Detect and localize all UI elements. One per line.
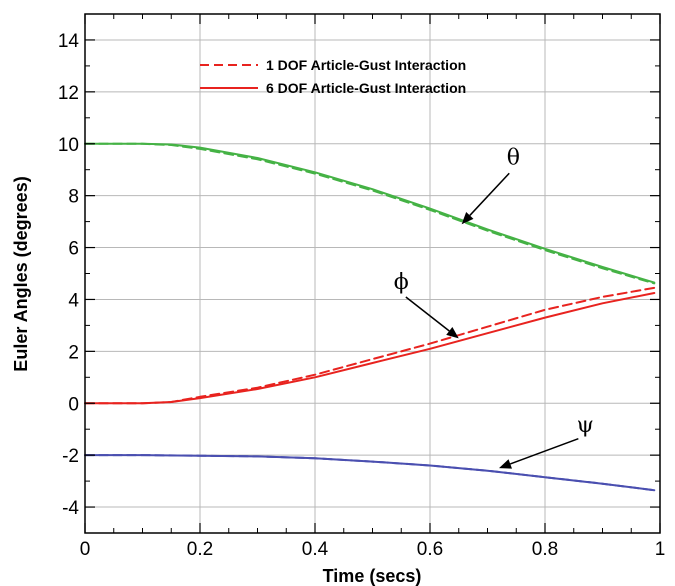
y-axis-title: Euler Angles (degrees) [11, 176, 31, 371]
series-line-theta-6dof [84, 142, 656, 284]
legend: 1 DOF Article-Gust Interaction 6 DOF Art… [200, 57, 466, 96]
y-tick-label: -4 [62, 498, 79, 519]
y-tick-label: 4 [68, 290, 79, 311]
y-tick-label: 0 [68, 394, 79, 415]
y-tick-label: -2 [62, 446, 79, 467]
x-tick-label: 1 [655, 539, 666, 560]
legend-label-6dof: 6 DOF Article-Gust Interaction [266, 80, 466, 96]
y-tick-label: 14 [58, 31, 80, 52]
annotation-arrow-line [509, 437, 579, 465]
y-tick-label: 6 [68, 239, 79, 260]
annotation-arrow-line [469, 172, 510, 216]
series-line-theta-1dof [84, 142, 656, 285]
x-tick-label: 0.6 [417, 539, 443, 560]
y-tick-label: 2 [68, 342, 79, 363]
axis-ticks [84, 13, 661, 534]
y-tick-label: 10 [58, 135, 79, 156]
x-axis-title: Time (secs) [323, 566, 422, 586]
annotation-label-ϕ: ϕ [394, 270, 409, 295]
annotation-label-ψ: ψ [577, 413, 594, 438]
annotation-arrow-head [499, 459, 512, 469]
annotations: θ ϕ ψ [394, 146, 594, 469]
series-line-phi-1dof [84, 286, 656, 405]
x-tick-label: 0 [80, 539, 91, 560]
series-layer [84, 142, 656, 492]
annotation-arrow-head [461, 212, 474, 225]
y-tick-label: 8 [68, 187, 79, 208]
annotation-label-θ: θ [507, 146, 520, 171]
legend-label-1dof: 1 DOF Article-Gust Interaction [266, 57, 466, 73]
annotation-arrow-head [446, 327, 459, 339]
x-tick-label: 0.8 [532, 539, 558, 560]
series-line-phi-6dof [84, 292, 656, 405]
grid-lines [85, 14, 660, 533]
x-tick-label: 0.2 [187, 539, 213, 560]
y-tick-label: 12 [58, 83, 79, 104]
x-tick-label: 0.4 [302, 539, 329, 560]
tick-labels: 0 0.2 0.4 0.6 0.8 1 -4 -2 0 2 4 6 8 10 12 14 [58, 31, 665, 560]
annotation-arrow-line [405, 296, 450, 332]
series-line-psi-6dof [84, 454, 656, 492]
